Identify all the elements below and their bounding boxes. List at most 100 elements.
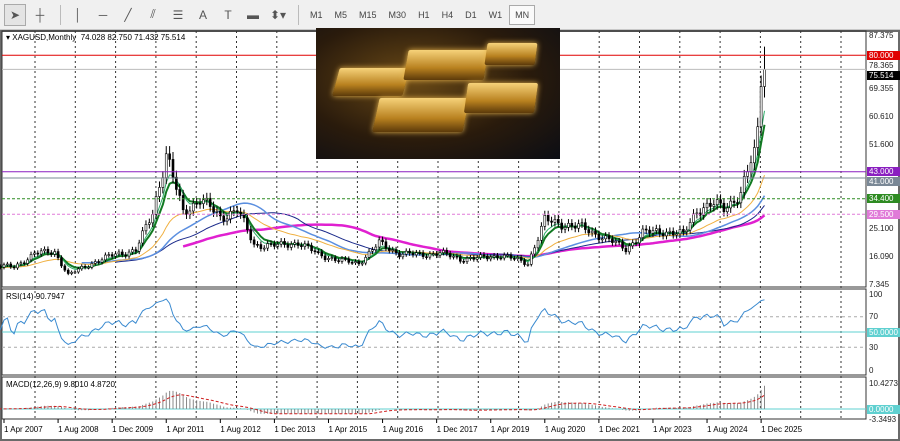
- timeframe-h1[interactable]: H1: [418, 9, 430, 20]
- green-ma-line: [0, 124, 766, 269]
- candle-body: [661, 233, 665, 237]
- ohlc-values: 74.028 82.750 71.432 75.514: [80, 33, 186, 42]
- date-axis-label: 1 Dec 2025: [761, 425, 803, 434]
- candle-body: [198, 203, 202, 205]
- candle-body: [303, 243, 307, 247]
- candle-body: [50, 252, 53, 255]
- cursor-icon[interactable]: ➤: [4, 3, 26, 26]
- candle-body: [411, 252, 415, 256]
- candle-body: [655, 228, 658, 231]
- candle-body: [722, 202, 726, 212]
- candle-body: [104, 254, 107, 261]
- date-axis-label: 1 Apr 2019: [490, 425, 530, 434]
- timeframe-m1[interactable]: M1: [310, 9, 323, 20]
- text-icon[interactable]: A: [198, 7, 207, 22]
- arrows-icon[interactable]: ⬍▾: [269, 7, 287, 22]
- candle-body: [310, 245, 313, 252]
- candle-body: [678, 229, 682, 235]
- candle-body: [391, 249, 395, 251]
- price-tag-75.514[interactable]: 75.514: [867, 70, 900, 80]
- date-axis-label: 1 Aug 2024: [707, 425, 748, 434]
- candle-body: [732, 200, 736, 203]
- price-tag-34.400[interactable]: 34.400: [867, 194, 900, 204]
- candle-body: [19, 262, 23, 265]
- timeframe-d1[interactable]: D1: [465, 9, 477, 20]
- candle-body: [367, 250, 371, 258]
- candle-body: [692, 213, 695, 223]
- candle-body: [729, 200, 733, 209]
- candle-body: [181, 195, 185, 211]
- candle-body: [117, 251, 121, 255]
- candle-body: [232, 210, 236, 213]
- candle-body: [43, 248, 46, 252]
- candle-body: [344, 258, 347, 260]
- vertical-line-icon[interactable]: │: [74, 7, 82, 22]
- macd-pane-frame: [1, 376, 867, 420]
- timeframe-m30[interactable]: M30: [388, 9, 407, 20]
- candle-body: [644, 228, 648, 231]
- candle-body: [604, 235, 607, 240]
- collapse-triangle-icon[interactable]: ▾: [6, 33, 13, 42]
- candle-body: [513, 258, 516, 260]
- candle-body: [289, 244, 293, 248]
- candle-body: [526, 263, 530, 266]
- price-tag-41.000[interactable]: 41.000: [867, 177, 900, 187]
- fibonacci-icon[interactable]: ☰: [172, 7, 184, 22]
- candle-body: [658, 228, 662, 234]
- candle-body: [627, 245, 631, 253]
- candle-body: [134, 249, 138, 252]
- candle-body: [56, 251, 60, 259]
- candle-body: [306, 243, 310, 246]
- candle-body: [753, 147, 756, 164]
- candle-body: [60, 257, 63, 267]
- channel-icon[interactable]: ⫽: [150, 7, 156, 21]
- timeframe-w1[interactable]: W1: [488, 9, 503, 20]
- candle-body: [398, 252, 401, 258]
- price-tag-29.500[interactable]: 29.500: [867, 209, 900, 219]
- candle-body: [66, 269, 70, 274]
- timeframe-h4[interactable]: H4: [441, 9, 454, 20]
- candle-body: [327, 258, 330, 260]
- candle-body: [229, 211, 232, 220]
- timeframe-mn[interactable]: MN: [509, 4, 536, 25]
- candle-body: [533, 247, 536, 255]
- candle-body: [749, 162, 753, 172]
- candle-body: [225, 218, 229, 222]
- candle-body: [557, 219, 560, 224]
- candle-body: [587, 229, 591, 234]
- candle-body: [401, 253, 405, 258]
- price-axis-label: 69.355: [869, 84, 894, 94]
- candle-body: [482, 254, 486, 257]
- candle-body: [614, 240, 618, 243]
- candle-body: [597, 233, 601, 241]
- candle-body: [516, 257, 520, 259]
- candle-body: [87, 267, 90, 269]
- horizontal-line-icon[interactable]: ─: [98, 7, 108, 22]
- candle-body: [185, 209, 188, 215]
- candle-body: [648, 229, 651, 234]
- candle-body: [479, 254, 482, 258]
- candle-body: [553, 219, 557, 223]
- candle-body: [712, 204, 716, 207]
- crosshair-icon[interactable]: ┼: [35, 7, 45, 22]
- price-tag-43.000[interactable]: 43.000: [867, 167, 900, 177]
- candle-body: [381, 239, 384, 243]
- price-tag-80.000[interactable]: 80.000: [867, 50, 900, 60]
- timeframe-m5[interactable]: M5: [334, 9, 348, 20]
- candle-body: [638, 237, 641, 244]
- candle-body: [141, 230, 144, 244]
- rectangle-icon[interactable]: ▬: [247, 7, 259, 22]
- candle-body: [215, 210, 219, 213]
- candle-body: [573, 225, 577, 229]
- timeframe-m15[interactable]: M15: [359, 9, 377, 20]
- candle-body: [124, 254, 127, 257]
- candle-body: [705, 202, 709, 209]
- price-axis-label: 78.365: [869, 60, 894, 70]
- candle-body: [472, 257, 476, 260]
- trendline-icon[interactable]: ╱: [124, 7, 132, 22]
- candle-body: [168, 153, 171, 160]
- candle-body: [161, 177, 165, 188]
- rsi-line: [0, 298, 765, 349]
- candle-body: [222, 215, 225, 222]
- text-label-icon[interactable]: T: [224, 7, 232, 22]
